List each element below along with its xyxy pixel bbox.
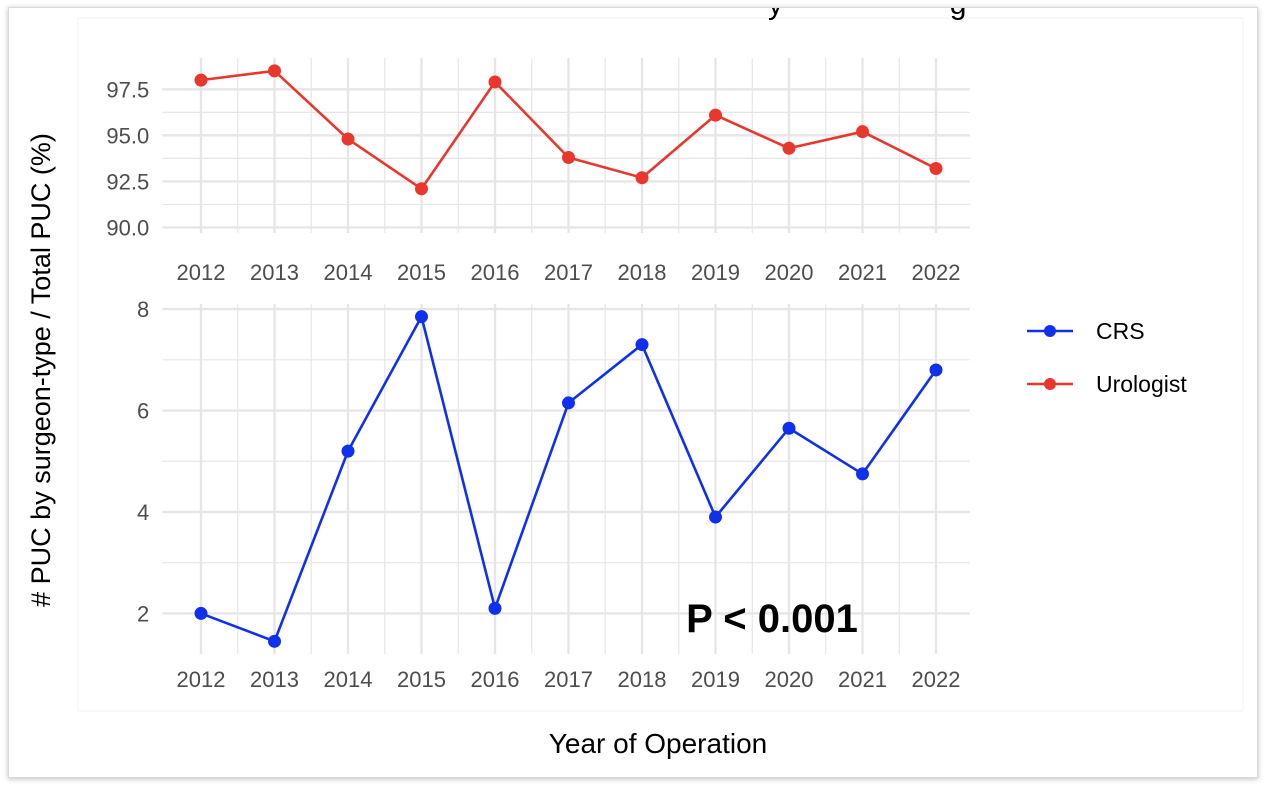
data-point-crs [709, 510, 722, 524]
x-tick-label: 2019 [691, 260, 740, 285]
data-point-crs [562, 396, 575, 410]
x-tick-label: 2021 [838, 667, 887, 692]
x-axis-label: Year of Operation [549, 728, 767, 759]
y-tick-label: 90.0 [106, 215, 149, 240]
data-point-crs [856, 467, 869, 481]
data-point-crs [415, 310, 428, 324]
x-tick-label: 2018 [618, 667, 667, 692]
x-tick-label: 2013 [250, 260, 299, 285]
x-tick-label: 2013 [250, 667, 299, 692]
data-point-urologist [782, 141, 796, 155]
legend-point-urologist [1044, 378, 1056, 390]
y-tick-label: 2 [137, 601, 149, 626]
x-tick-label: 2015 [397, 260, 446, 285]
x-tick-label: 2022 [912, 667, 961, 692]
data-point-urologist [562, 150, 575, 164]
data-point-crs [341, 444, 355, 458]
data-point-urologist [194, 73, 208, 87]
chart-frame: y g 90.0 92.5 95.0 97.5 2012 2013 2014 2015 2016… [8, 7, 1258, 778]
x-tick-label: 2016 [471, 667, 520, 692]
legend-point-crs [1044, 325, 1056, 337]
x-tick-label: 2017 [544, 667, 593, 692]
x-tick-label: 2020 [765, 667, 814, 692]
data-point-urologist [709, 108, 722, 122]
x-tick-label: 2014 [324, 260, 373, 285]
y-tick-label: 4 [137, 500, 149, 525]
x-tick-label: 2018 [618, 260, 667, 285]
y-tick-label: 97.5 [106, 77, 149, 102]
data-point-crs [268, 634, 281, 648]
panel-urologist: 90.0 92.5 95.0 97.5 2012 2013 2014 2015 2016 2017… [106, 58, 970, 285]
x-tick-label: 2012 [177, 667, 226, 692]
data-point-urologist [635, 171, 649, 185]
x-tick-label: 2016 [471, 260, 520, 285]
data-point-crs [194, 606, 208, 620]
data-point-urologist [929, 162, 943, 176]
chart-svg: y g 90.0 92.5 95.0 97.5 2012 2013 2014 2015 2016… [26, 8, 1244, 759]
data-point-crs [782, 421, 796, 435]
x-tick-label: 2022 [912, 260, 961, 285]
data-point-crs [635, 338, 649, 352]
y-tick-label: 6 [137, 399, 149, 424]
x-tick-label: 2021 [838, 260, 887, 285]
data-point-urologist [415, 182, 428, 196]
data-point-urologist [488, 75, 502, 89]
x-tick-label: 2017 [544, 260, 593, 285]
legend-item-crs: CRS [1027, 318, 1145, 344]
x-tick-label: 2015 [397, 667, 446, 692]
y-tick-label: 92.5 [106, 169, 149, 194]
legend-label-crs: CRS [1096, 318, 1145, 344]
data-point-urologist [341, 132, 355, 146]
x-tick-label: 2020 [765, 260, 814, 285]
plot-background [77, 17, 1244, 712]
data-point-crs [929, 363, 943, 377]
p-value-annotation: P < 0.001 [686, 597, 858, 641]
x-tick-label: 2019 [691, 667, 740, 692]
legend-label-urologist: Urologist [1096, 371, 1187, 397]
data-point-urologist [268, 64, 281, 78]
x-tick-label: 2012 [177, 260, 226, 285]
data-point-crs [488, 601, 502, 615]
y-tick-label: 8 [137, 297, 149, 322]
chart-title-fragment: y g [768, 8, 966, 21]
data-point-urologist [856, 125, 869, 139]
y-tick-label: 95.0 [106, 123, 149, 148]
y-axis-label: # PUC by surgeon-type / Total PUC (%) [26, 133, 56, 607]
legend: CRS Urologist [1027, 318, 1187, 397]
x-tick-label: 2014 [324, 667, 373, 692]
panel-crs: 2 4 6 8 2012 2013 2014 2015 2016 2017 2018 2019 2020… [137, 297, 970, 692]
legend-item-urologist: Urologist [1027, 371, 1187, 397]
